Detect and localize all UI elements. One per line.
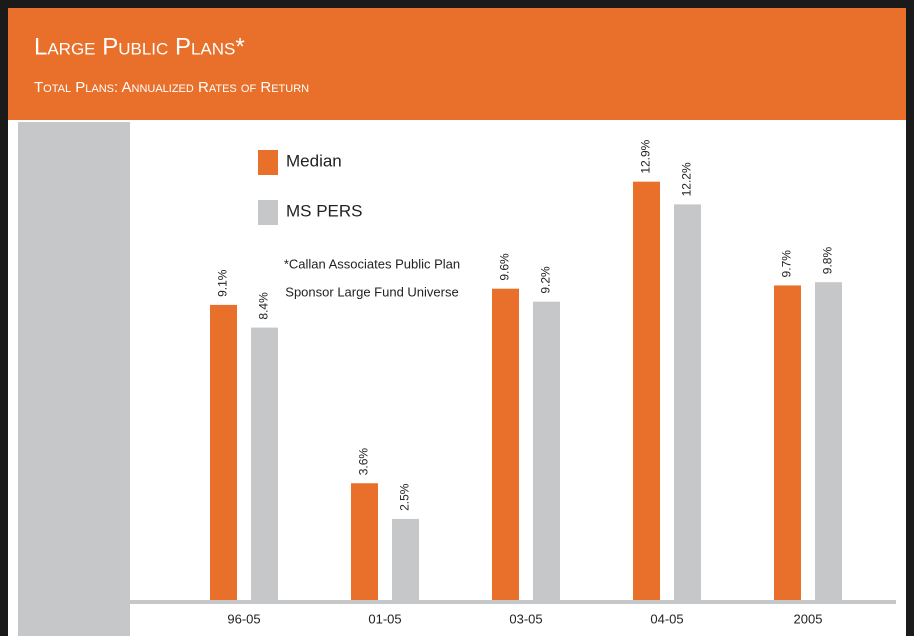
bar	[674, 204, 701, 600]
bar	[210, 304, 237, 600]
value-label: 3.6%	[357, 448, 371, 476]
bar	[251, 327, 278, 600]
value-label: 9.1%	[216, 269, 230, 297]
header	[8, 8, 906, 120]
side-strip	[18, 122, 130, 636]
value-label: 8.4%	[257, 292, 271, 320]
legend-label: MS PERS	[286, 201, 363, 220]
legend-label: Median	[286, 151, 342, 170]
x-tick-label: 2005	[794, 611, 823, 626]
baseline	[130, 600, 896, 604]
note: Sponsor Large Fund Universe	[285, 284, 458, 299]
chart-title: Large Public Plans*	[34, 33, 245, 60]
value-label: 9.2%	[539, 266, 553, 294]
value-label: 12.2%	[680, 162, 694, 196]
value-label: 9.8%	[821, 247, 835, 275]
bar	[351, 483, 378, 600]
value-label: 9.7%	[780, 250, 794, 278]
bar	[533, 301, 560, 600]
x-tick-label: 01-05	[368, 611, 401, 626]
x-tick-label: 04-05	[650, 611, 683, 626]
value-label: 2.5%	[398, 483, 412, 511]
legend-swatch	[258, 200, 278, 225]
x-tick-label: 96-05	[227, 611, 260, 626]
bar	[492, 288, 519, 600]
chart-subtitle: Total Plans: Annualized Rates of Return	[34, 79, 309, 96]
value-label: 9.6%	[498, 253, 512, 281]
bar	[815, 282, 842, 600]
x-tick-label: 03-05	[509, 611, 542, 626]
bar	[774, 285, 801, 600]
value-label: 12.9%	[639, 139, 653, 173]
legend-swatch	[258, 150, 278, 175]
note: *Callan Associates Public Plan	[284, 256, 460, 271]
bar	[633, 181, 660, 600]
bar	[392, 518, 419, 600]
